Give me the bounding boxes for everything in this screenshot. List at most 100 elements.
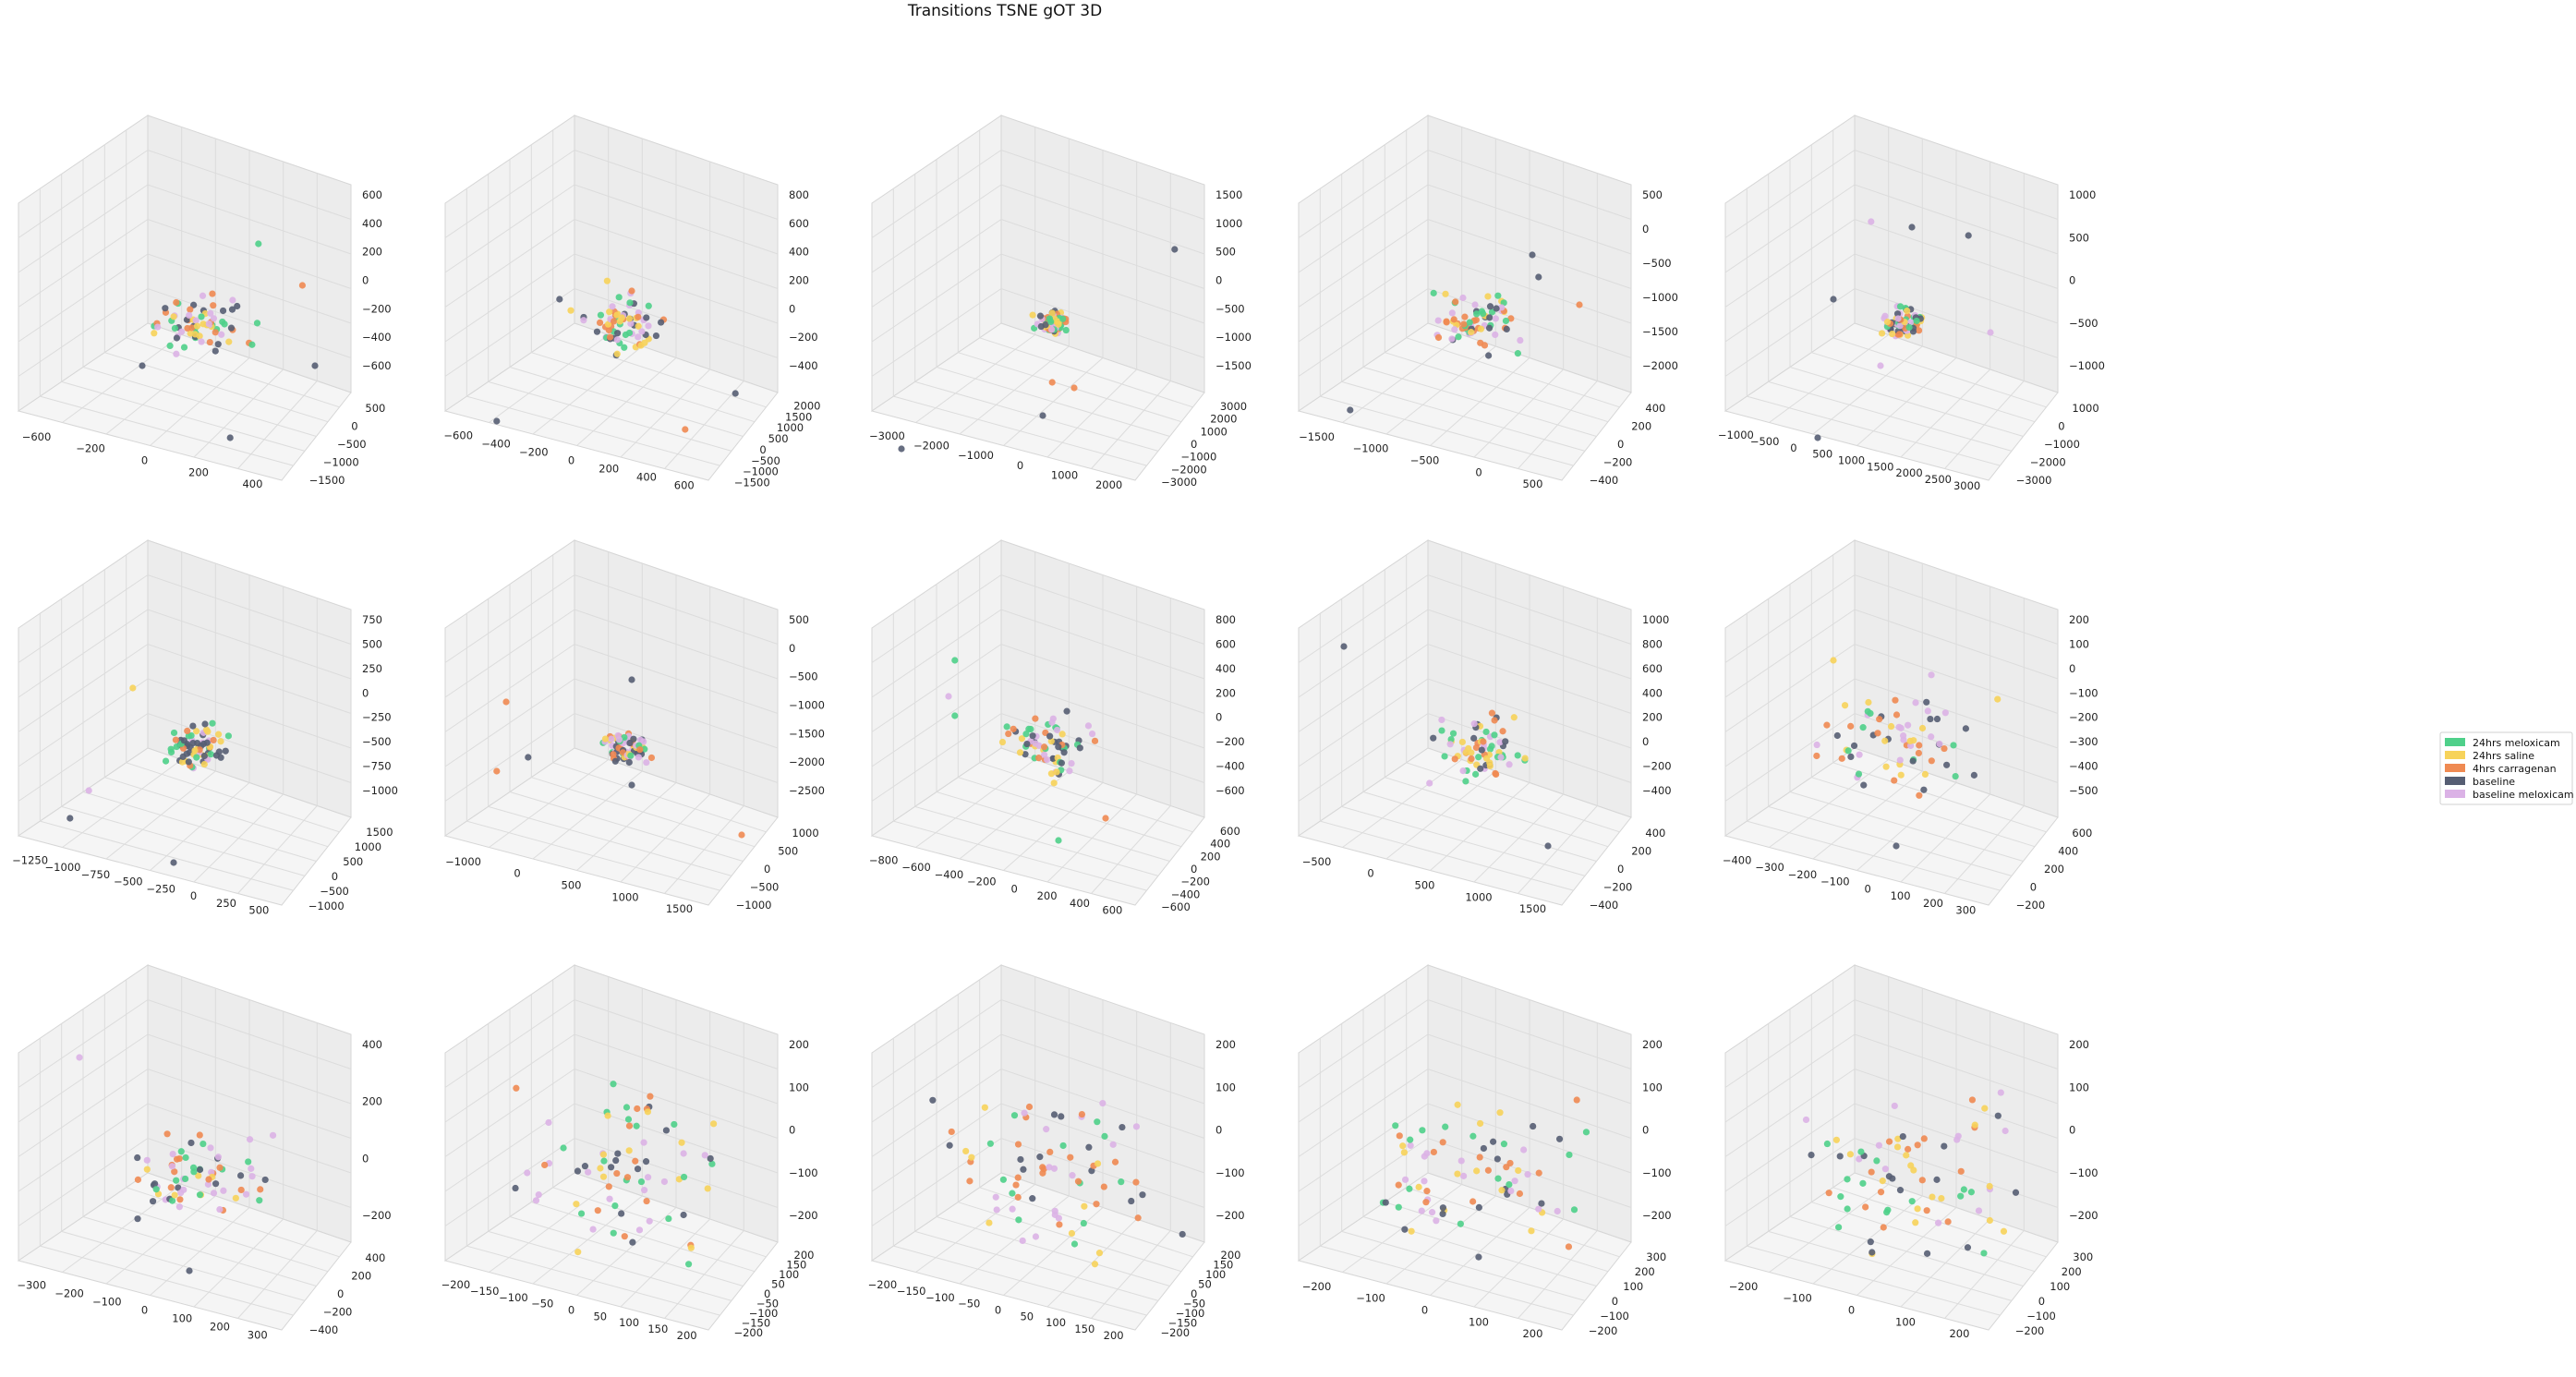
data-point <box>644 1174 652 1181</box>
data-point <box>1426 779 1433 787</box>
outlier-point <box>186 1267 193 1274</box>
data-point <box>218 331 225 338</box>
data-point <box>1833 731 1841 740</box>
data-point <box>269 1131 277 1139</box>
data-point <box>1046 1148 1054 1156</box>
x-tick-label: 0 <box>1865 882 1871 895</box>
data-point <box>1836 1153 1844 1160</box>
data-point <box>992 1193 999 1201</box>
data-point <box>2012 1189 2020 1196</box>
x-tick-label: 1500 <box>666 902 693 915</box>
data-point <box>179 753 187 760</box>
y-tick-label: 0 <box>1617 863 1624 876</box>
data-point <box>1502 738 1509 745</box>
data-point <box>613 311 621 319</box>
data-point <box>1503 1164 1510 1171</box>
z-tick-label: −250 <box>362 711 392 724</box>
data-point <box>1055 743 1062 751</box>
y-tick-label: 200 <box>1201 850 1221 863</box>
data-point <box>1132 1123 1141 1130</box>
y-tick-label: 100 <box>2050 1280 2070 1293</box>
grid <box>1298 127 1632 469</box>
y-tick-label: 0 <box>764 1287 770 1300</box>
z-tick-label: 0 <box>1642 223 1649 236</box>
data-point <box>687 1244 695 1251</box>
data-point <box>1882 763 1890 770</box>
data-point <box>1450 316 1457 323</box>
data-point <box>1056 1221 1063 1228</box>
x-tick-label: 150 <box>647 1323 668 1335</box>
scatter-points <box>67 684 232 866</box>
data-point <box>172 736 179 743</box>
data-point <box>632 1157 639 1165</box>
data-point <box>228 306 236 313</box>
data-point <box>1422 1199 1430 1206</box>
data-point <box>1010 725 1017 732</box>
data-point <box>1929 1193 1936 1201</box>
data-point <box>134 1176 142 1183</box>
z-tick-label: 0 <box>789 302 795 315</box>
data-point <box>929 1096 937 1104</box>
data-point <box>624 1116 633 1123</box>
data-point <box>1468 755 1475 763</box>
data-point <box>609 303 616 310</box>
data-point <box>1492 315 1499 322</box>
data-point <box>1975 1207 1983 1214</box>
data-point <box>1392 1122 1399 1129</box>
x-tick-label: 400 <box>636 470 657 483</box>
data-point <box>1050 1111 1058 1118</box>
x-tick-label: −200 <box>519 446 549 459</box>
data-point <box>212 329 219 336</box>
data-point <box>1896 322 1904 330</box>
data-point <box>209 290 216 297</box>
data-point <box>1884 1206 1892 1214</box>
x-tick-label: 1000 <box>1465 890 1492 903</box>
data-point <box>1918 724 1927 732</box>
data-point <box>177 1148 185 1155</box>
data-point <box>1476 1154 1483 1161</box>
data-point <box>1017 1155 1024 1164</box>
y-tick-label: −100 <box>749 1307 779 1320</box>
data-point <box>187 306 194 313</box>
data-point <box>618 1210 625 1217</box>
data-point <box>1032 715 1039 722</box>
data-point <box>1905 721 1912 729</box>
x-tick-label: −500 <box>1302 855 1332 868</box>
data-point <box>196 1191 204 1199</box>
x-tick-label: 0 <box>1848 1304 1855 1317</box>
data-point <box>1476 1119 1484 1128</box>
data-point <box>1914 1205 1921 1213</box>
x-tick-label: 2000 <box>1095 478 1122 491</box>
data-point <box>1808 1151 1815 1159</box>
legend-frame <box>2439 731 2573 805</box>
data-point <box>1482 728 1490 736</box>
y-tick-label: 400 <box>1645 402 1665 415</box>
data-point <box>1891 1102 1898 1110</box>
data-point <box>625 315 634 322</box>
data-point <box>178 758 187 766</box>
z-tick-label: −600 <box>1215 784 1245 797</box>
data-point <box>1048 719 1056 726</box>
data-point <box>1053 726 1061 734</box>
y-tick-label: 0 <box>337 1287 344 1300</box>
x-tick-label: 150 <box>1074 1323 1094 1335</box>
data-point <box>600 1157 608 1165</box>
data-point <box>1484 293 1492 300</box>
y-tick-label: 1000 <box>777 421 804 434</box>
data-point <box>1859 724 1867 731</box>
data-point <box>610 751 617 758</box>
data-point <box>605 326 612 334</box>
data-point <box>1179 1230 1186 1238</box>
y-tick-label: 1000 <box>355 840 381 853</box>
x-tick-label: −100 <box>1783 1292 1812 1305</box>
data-point <box>1877 1189 1885 1196</box>
scatter-points <box>493 277 739 433</box>
data-point <box>1039 1169 1046 1177</box>
data-point <box>1881 312 1889 320</box>
x-tick-label: −200 <box>76 442 105 455</box>
grid <box>18 976 352 1319</box>
x-tick-label: −400 <box>1723 853 1752 866</box>
subplot-1: Perplexity=2−600−20002004005000−500−1000… <box>17 115 392 490</box>
data-point <box>1078 1110 1086 1118</box>
data-point <box>210 315 218 322</box>
